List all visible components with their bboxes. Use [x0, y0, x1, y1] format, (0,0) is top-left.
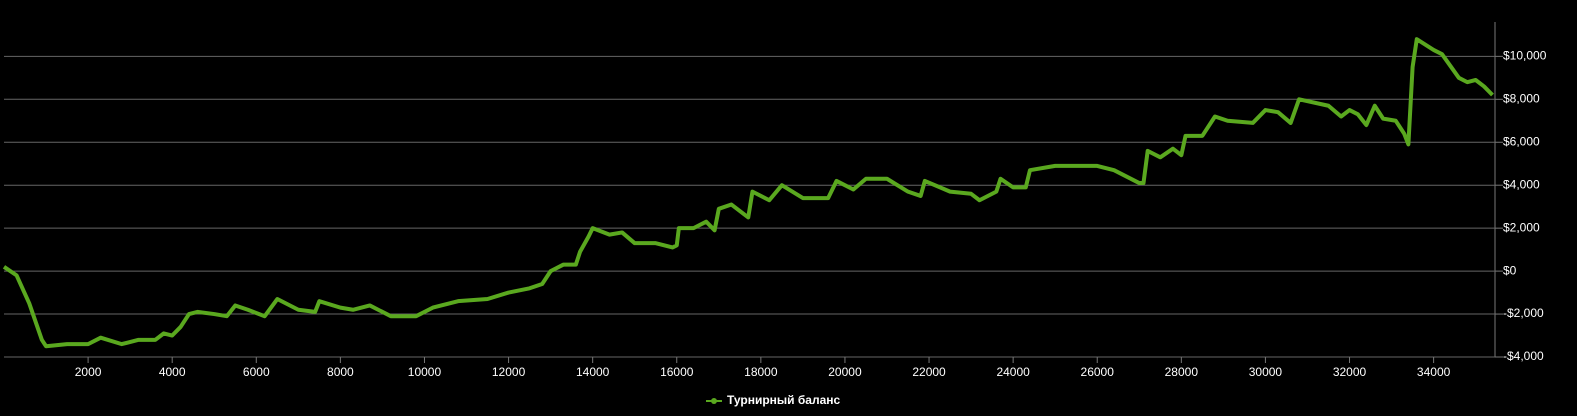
y-tick-label: $8,000	[1503, 91, 1540, 105]
y-tick-label: $10,000	[1503, 49, 1547, 63]
y-tick-label: $4,000	[1503, 177, 1540, 191]
x-tick-label: 4000	[159, 365, 186, 379]
x-tick-label: 10000	[408, 365, 442, 379]
x-tick-label: 22000	[912, 365, 946, 379]
legend-label[interactable]: Турнирный баланс	[727, 393, 841, 407]
y-tick-label: $0	[1503, 263, 1517, 277]
x-tick-label: 2000	[75, 365, 102, 379]
x-tick-label: 20000	[828, 365, 862, 379]
x-tick-label: 6000	[243, 365, 270, 379]
data-line	[2, 37, 1494, 349]
x-tick-label: 18000	[744, 365, 778, 379]
legend-marker	[711, 398, 717, 404]
x-tick-label: 8000	[327, 365, 354, 379]
y-tick-label: -$2,000	[1503, 306, 1544, 320]
y-tick-label: $6,000	[1503, 134, 1540, 148]
x-tick-label: 24000	[996, 365, 1030, 379]
x-tick-label: 16000	[660, 365, 694, 379]
x-tick-label: 34000	[1417, 365, 1451, 379]
x-tick-label: 32000	[1333, 365, 1367, 379]
x-tick-label: 14000	[576, 365, 610, 379]
x-tick-label: 28000	[1165, 365, 1199, 379]
x-tick-label: 30000	[1249, 365, 1283, 379]
y-tick-label: -$4,000	[1503, 349, 1544, 363]
y-tick-label: $2,000	[1503, 220, 1540, 234]
x-tick-label: 12000	[492, 365, 526, 379]
x-tick-label: 26000	[1081, 365, 1115, 379]
